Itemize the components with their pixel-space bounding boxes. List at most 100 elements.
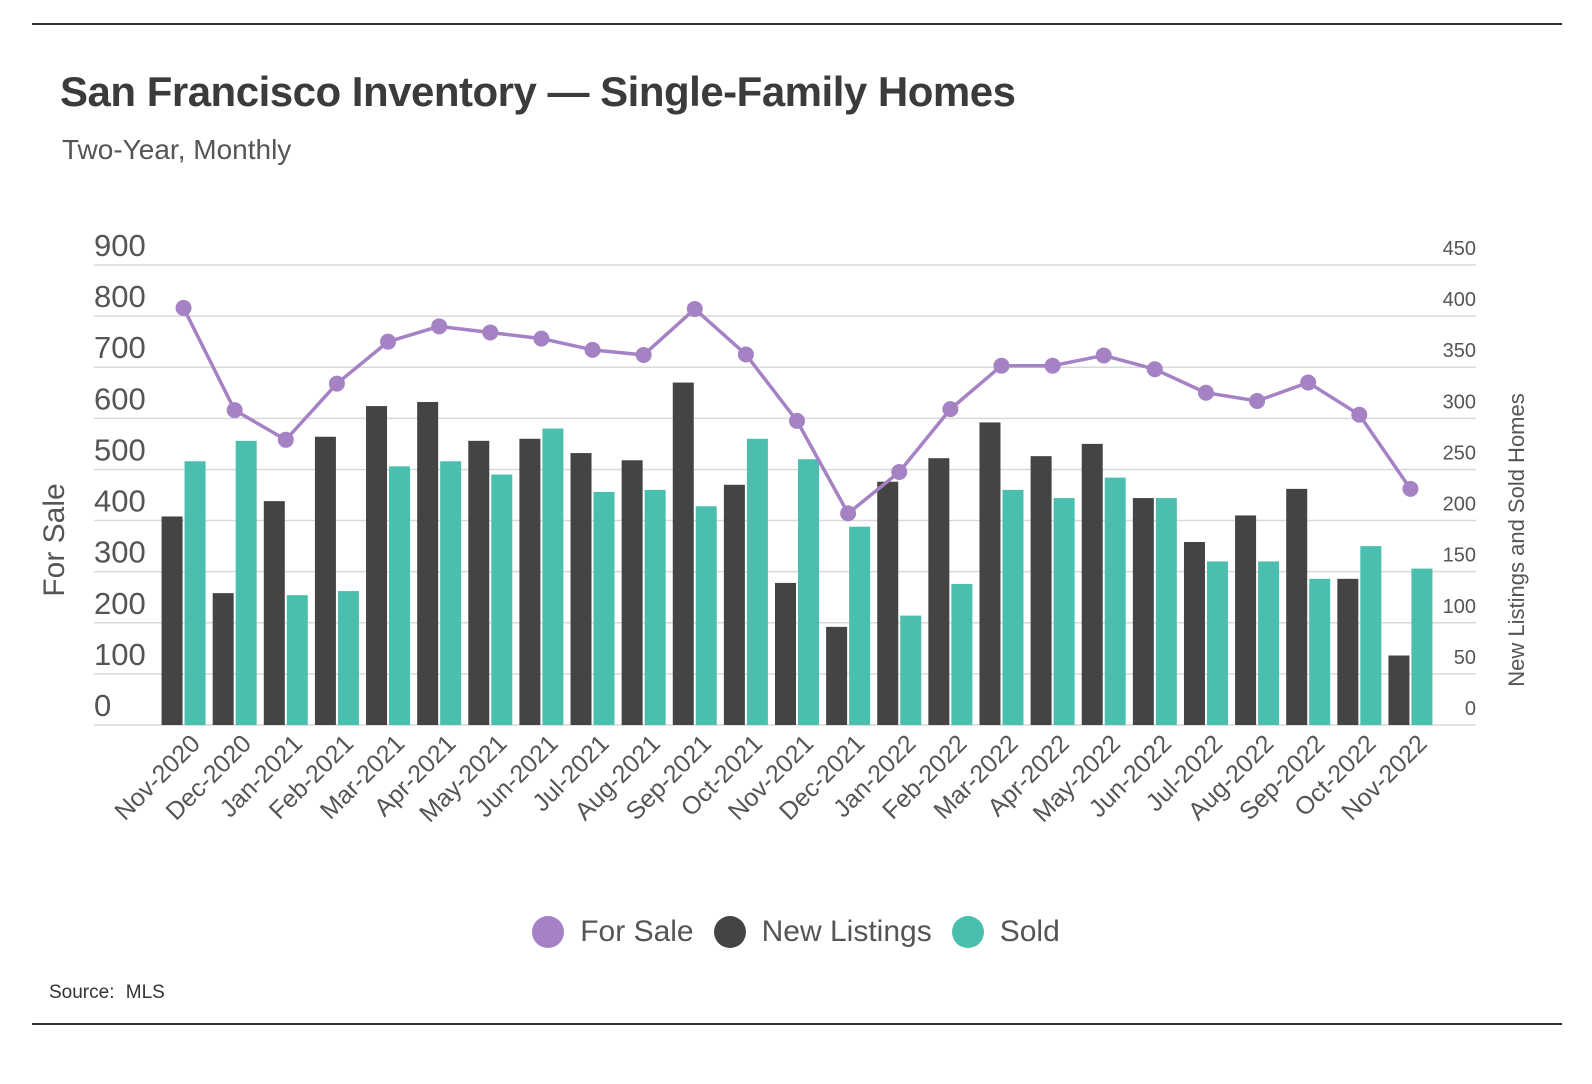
point-for-sale (737, 346, 754, 363)
legend-swatch-sold (951, 916, 984, 948)
y2-axis-title: New Listings and Sold Homes (1504, 393, 1529, 686)
bar-sold (1155, 498, 1177, 725)
bar-new-listings (212, 593, 234, 725)
bar-sold (1360, 546, 1382, 725)
bar-sold (337, 591, 359, 725)
y2-tick-label: 350 (1443, 340, 1476, 362)
point-for-sale (891, 464, 908, 480)
bar-new-listings (570, 453, 592, 725)
y-tick-label: 300 (94, 535, 146, 570)
point-for-sale (431, 318, 448, 335)
bar-new-listings (877, 481, 899, 725)
chart-subtitle: Two-Year, Monthly (62, 134, 292, 165)
bar-new-listings (1030, 456, 1052, 725)
legend-item-sold[interactable]: Sold (951, 915, 1060, 949)
bar-new-listings (417, 401, 439, 725)
bar-sold (184, 461, 206, 725)
y-tick-label: 400 (94, 484, 146, 519)
bar-new-listings (468, 440, 490, 725)
bar-new-listings (1183, 542, 1205, 725)
point-for-sale (1146, 361, 1163, 378)
point-for-sale (1402, 480, 1419, 497)
point-for-sale (533, 330, 550, 347)
y2-tick-label: 0 (1465, 698, 1476, 720)
bar-new-listings (314, 436, 336, 725)
point-for-sale (482, 324, 499, 341)
bar-sold (1309, 578, 1331, 725)
y-tick-label: 0 (94, 688, 111, 723)
bar-new-listings (263, 501, 285, 725)
y2-tick-label: 250 (1443, 442, 1476, 464)
y-tick-label: 200 (94, 586, 146, 621)
legend-label-new-listings: New Listings (761, 915, 932, 948)
bar-new-listings (1337, 578, 1359, 725)
point-for-sale (635, 346, 652, 363)
y-tick-label: 500 (94, 432, 146, 467)
y-tick-label: 600 (94, 381, 146, 416)
legend-item-for-sale[interactable]: For Sale (532, 915, 694, 949)
bar-sold (389, 466, 411, 725)
point-for-sale (686, 300, 703, 317)
point-for-sale (789, 412, 805, 429)
bar-sold (1053, 498, 1075, 725)
bar-sold (798, 459, 819, 725)
bar-new-listings (519, 438, 541, 725)
point-for-sale (1300, 374, 1317, 391)
point-for-sale (277, 431, 294, 448)
bar-new-listings (1081, 443, 1103, 725)
y-axis-title: For Sale (38, 483, 71, 596)
bar-sold (1104, 477, 1126, 725)
legend-label-sold: Sold (999, 915, 1060, 948)
bar-sold (440, 461, 462, 725)
bar-new-listings (1286, 488, 1308, 725)
bar-new-listings (979, 422, 1001, 725)
bar-sold (849, 526, 871, 725)
bar-sold (644, 489, 666, 725)
y-tick-label: 700 (94, 330, 146, 365)
y2-tick-label: 50 (1454, 647, 1476, 669)
source-value: MLS (125, 982, 165, 1003)
bar-sold (746, 438, 768, 725)
bar-sold (235, 440, 257, 725)
legend-swatch-for-sale (532, 916, 565, 948)
y-tick-label: 100 (94, 637, 146, 672)
bar-new-listings (672, 382, 694, 725)
y2-tick-label: 100 (1443, 596, 1476, 618)
point-for-sale (1197, 384, 1214, 401)
bar-sold (900, 615, 922, 725)
legend-swatch-new-listings (713, 916, 746, 948)
point-for-sale (942, 401, 959, 418)
legend-item-new-listings[interactable]: New Listings (713, 915, 932, 949)
bar-new-listings (826, 626, 848, 725)
bar-new-listings (775, 582, 796, 725)
bar-sold (951, 583, 973, 725)
chart-legend: For Sale New Listings Sold (0, 910, 1592, 954)
point-for-sale (380, 333, 397, 350)
point-for-sale (1044, 357, 1061, 374)
bar-new-listings (1235, 515, 1257, 725)
y2-tick-label: 400 (1443, 289, 1476, 311)
bar-sold (1002, 489, 1024, 725)
y2-tick-label: 200 (1443, 494, 1476, 516)
bottom-rule (32, 1023, 1562, 1025)
point-for-sale (840, 505, 857, 522)
bar-sold (695, 506, 717, 725)
bar-new-listings (161, 516, 183, 725)
bar-sold (593, 491, 615, 725)
bar-new-listings (1388, 655, 1410, 725)
bar-sold (286, 595, 308, 725)
bar-sold (1258, 561, 1280, 725)
inventory-chart: 0 100 200 300 400 500 600 700 800 900 0 50 100 150 200… (38, 228, 1529, 828)
point-for-sale (584, 341, 601, 358)
point-for-sale (1351, 406, 1368, 423)
bar-sold (1411, 568, 1433, 725)
point-for-sale (226, 402, 243, 419)
legend-label-for-sale: For Sale (580, 915, 694, 948)
source-note: Source: MLS (49, 982, 165, 1004)
point-for-sale (328, 375, 345, 392)
source-label: Source: (49, 982, 115, 1003)
bar-new-listings (621, 460, 643, 725)
bar-new-listings (366, 406, 388, 725)
point-for-sale (1249, 392, 1266, 409)
bar-sold (491, 474, 513, 725)
